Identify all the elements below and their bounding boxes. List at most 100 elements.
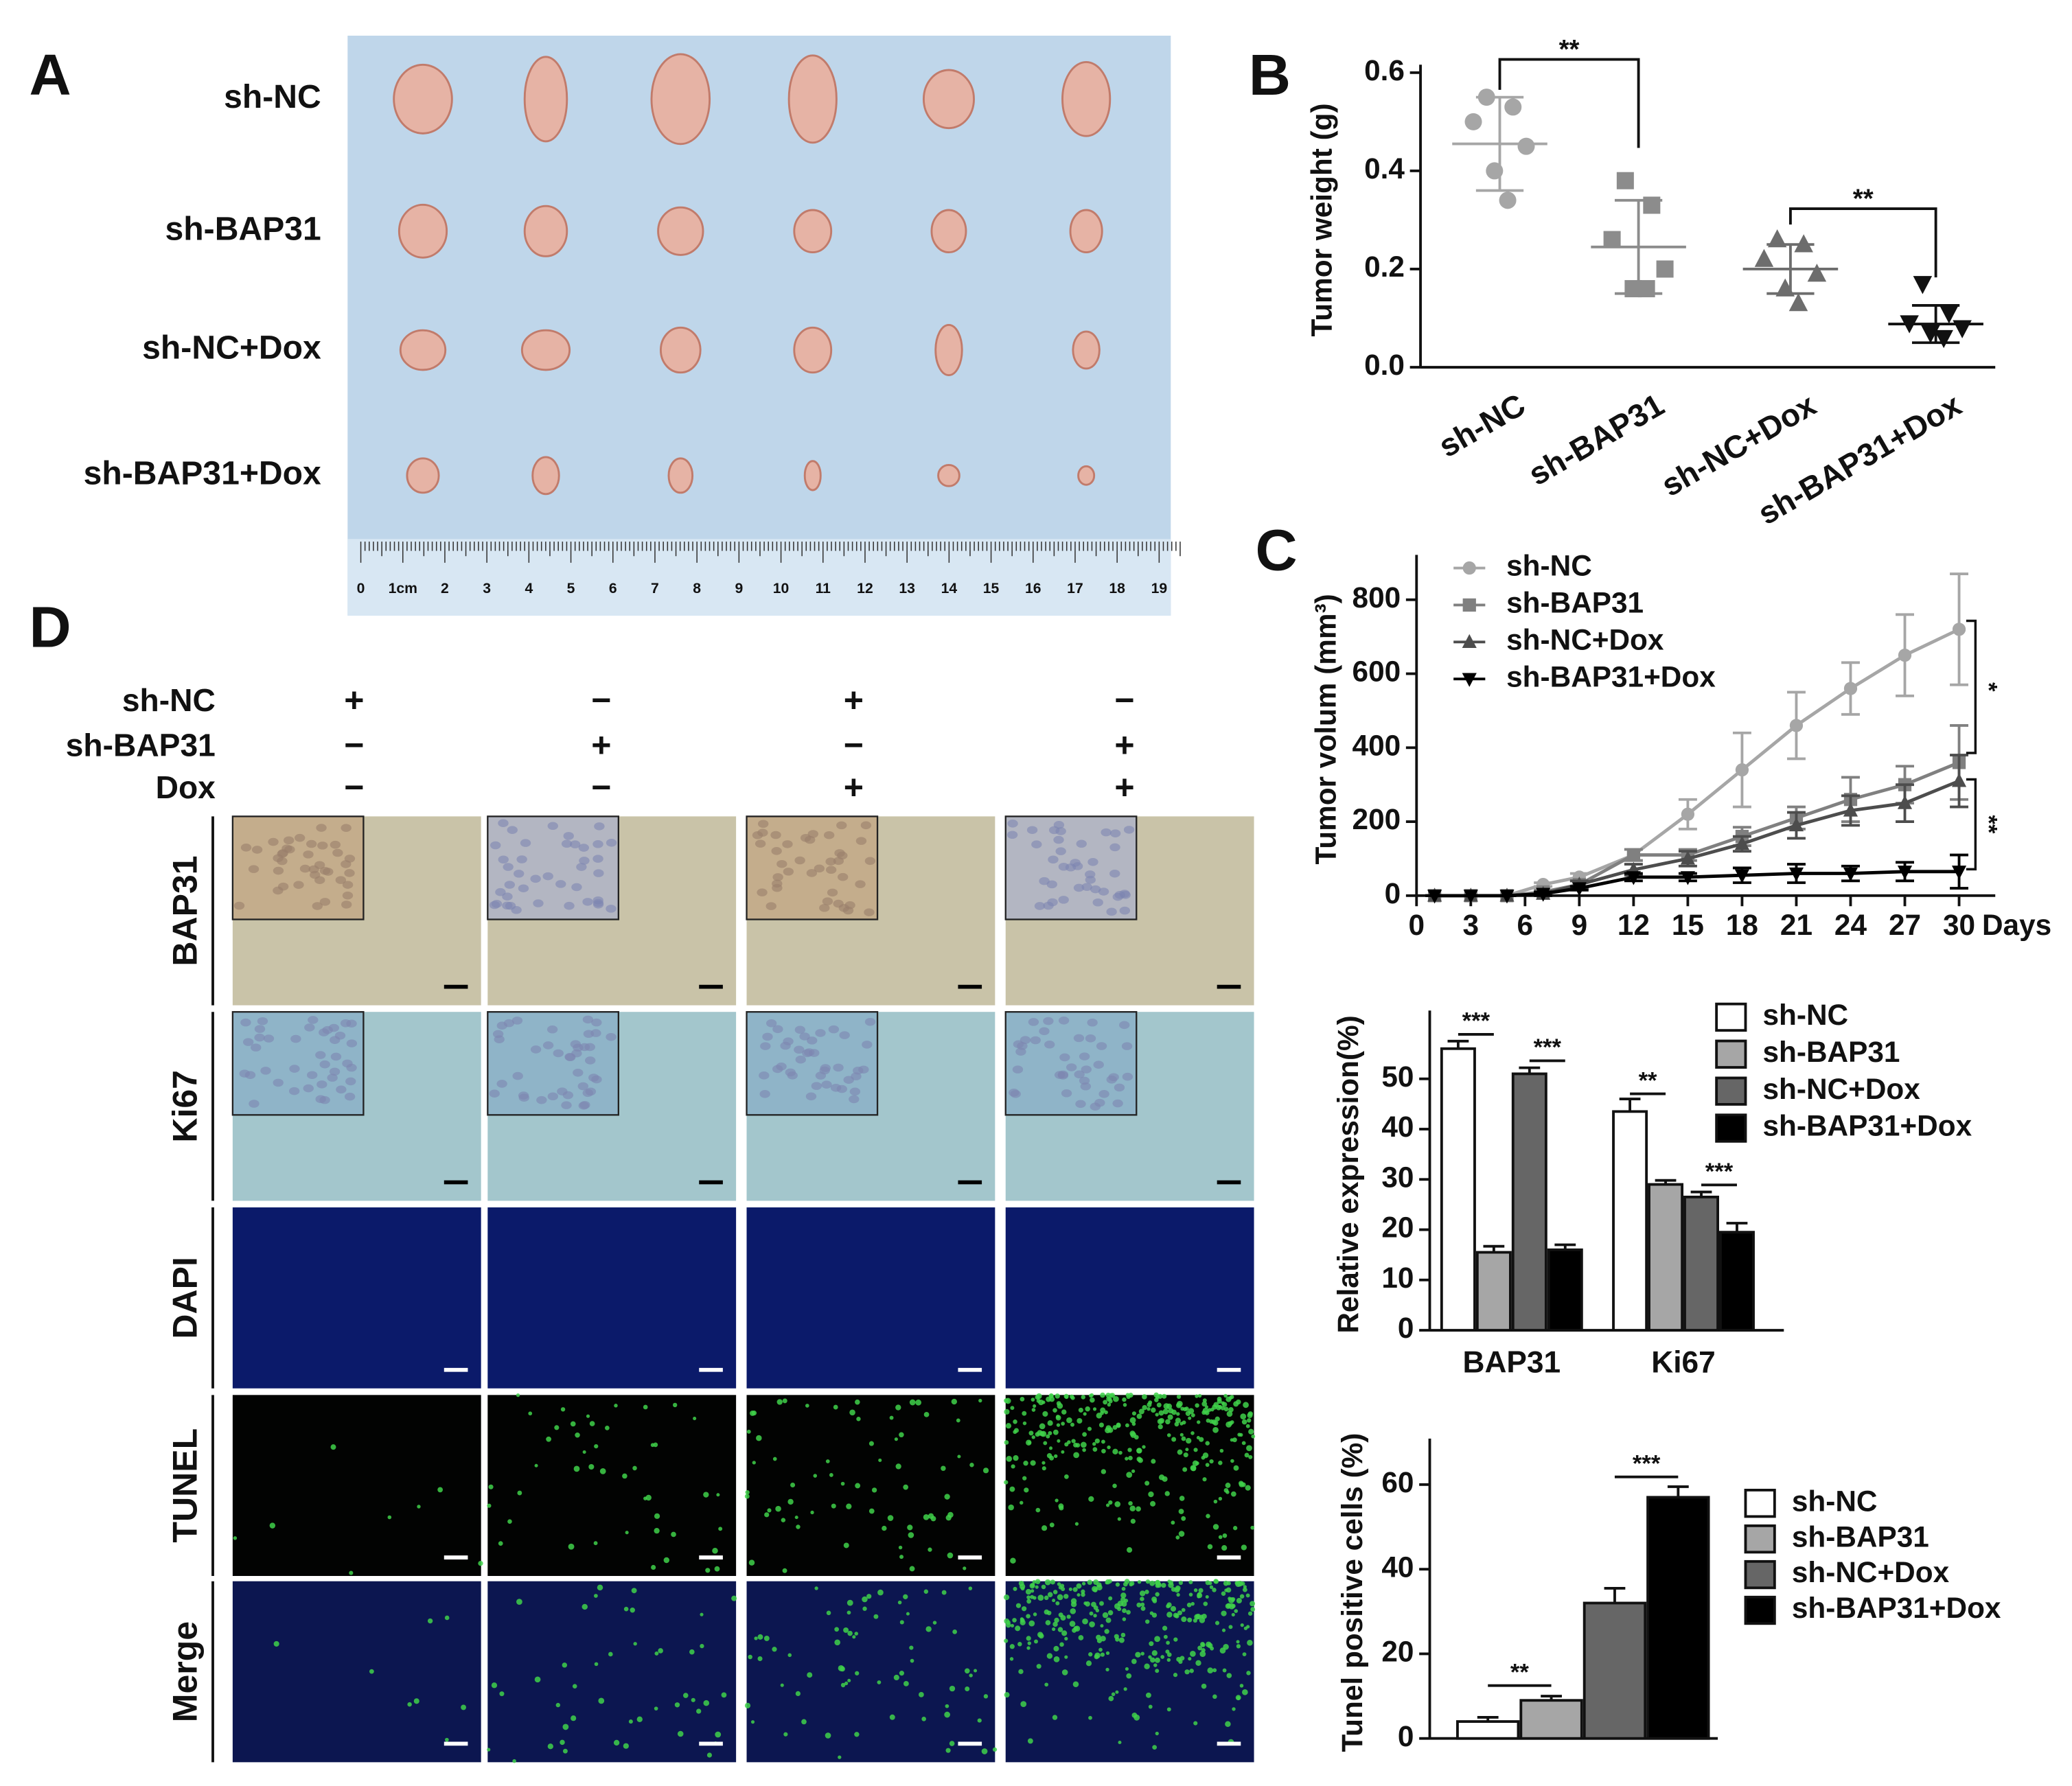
tumor [1077, 465, 1096, 486]
nucleus [1093, 1060, 1104, 1069]
condition-sign: − [844, 726, 864, 765]
tunel-dot [1221, 1628, 1226, 1632]
nucleus [495, 888, 506, 896]
tunel-dot [1178, 1580, 1184, 1585]
tunel-dot [499, 1691, 505, 1697]
legend-label: sh-NC [1506, 550, 1592, 582]
tunel-dot [1155, 1592, 1160, 1597]
nucleus [766, 1019, 777, 1028]
tunel-dot [810, 1510, 814, 1515]
tunel-dot [562, 1748, 568, 1754]
tunel-dot [1235, 1695, 1241, 1701]
tunel-dot [1044, 1595, 1049, 1601]
nucleus [542, 872, 553, 881]
nucleus [316, 1080, 327, 1089]
tunel-dot [1136, 1448, 1142, 1454]
nucleus [502, 892, 513, 901]
nucleus [233, 901, 245, 910]
tunel-dot [1201, 1648, 1206, 1653]
tunel-dot [1008, 1504, 1014, 1511]
nucleus [563, 832, 574, 840]
condition-sign: + [844, 768, 864, 807]
tunel-dot [1027, 1738, 1033, 1744]
tunel-dot [1131, 1411, 1137, 1416]
marker [1517, 137, 1535, 155]
tunel-dot [1013, 1419, 1017, 1424]
tunel-dot [1010, 1406, 1015, 1411]
nucleus [312, 902, 323, 910]
tunel-dot [909, 1645, 914, 1650]
nucleus [1028, 1018, 1039, 1026]
tunel-dot [731, 1595, 737, 1601]
tunel-dot [1239, 1594, 1245, 1599]
micrograph [232, 1395, 481, 1576]
tunel-dot [1218, 1496, 1223, 1501]
tunel-dot [1094, 1438, 1100, 1443]
tunel-dot [512, 1759, 516, 1763]
tunel-dot [794, 1516, 798, 1520]
tunel-dot [1144, 1590, 1149, 1594]
tunel-dot [1176, 1412, 1180, 1416]
nucleus [502, 901, 513, 910]
legend-label: sh-BAP31+Dox [1763, 1110, 1972, 1142]
nucleus [855, 837, 867, 845]
nucleus [561, 839, 573, 848]
marker [1934, 329, 1953, 349]
tunel-dot [977, 1718, 982, 1723]
tunel-dot [1063, 1594, 1069, 1599]
tunel-dot [1205, 1441, 1210, 1446]
nucleus [606, 839, 617, 847]
nucleus [303, 850, 314, 859]
tunel-dot [1022, 1421, 1027, 1426]
nucleus [569, 840, 581, 848]
marker [1734, 869, 1750, 883]
tunel-dot [925, 1626, 932, 1632]
tunel-dot [831, 1503, 836, 1509]
nucleus [843, 1076, 854, 1085]
tunel-dot [1178, 1531, 1185, 1537]
legend-label: sh-NC+Dox [1506, 624, 1664, 656]
tunel-dot [847, 1678, 851, 1682]
nucleus [1044, 1041, 1055, 1049]
x-tick-label: 15 [1672, 909, 1704, 941]
tunel-dot [1233, 1526, 1238, 1531]
tunel-dot [752, 1461, 756, 1465]
tunel-dot [269, 1522, 276, 1529]
micrograph [746, 1395, 995, 1576]
tunel-dot [805, 1404, 809, 1408]
tunel-dot [407, 1702, 412, 1707]
tunel-dot [1049, 1522, 1055, 1528]
tunel-dot [756, 1435, 762, 1441]
tunel-dot [478, 1560, 483, 1566]
nucleus [771, 847, 782, 855]
tunel-dot [588, 1463, 595, 1470]
nucleus [582, 898, 593, 906]
tunel-dot [1034, 1639, 1038, 1644]
tunel-dot [1151, 1650, 1158, 1656]
y-axis-label: Tumor volum (mm³) [1310, 594, 1342, 864]
ruler-label: 4 [525, 581, 533, 596]
tunel-dot [560, 1739, 565, 1746]
tunel-dot [787, 1653, 792, 1658]
y-axis-label: Tumor weight (g) [1306, 103, 1338, 336]
tunel-dot [949, 1741, 955, 1746]
y-tick-label: 0.6 [1364, 54, 1405, 86]
tunel-dot [1243, 1585, 1247, 1589]
tunel-dot [772, 1647, 777, 1652]
row-label: sh-NC [224, 78, 321, 115]
nucleus [864, 1017, 876, 1026]
tunel-dot [1142, 1445, 1146, 1449]
tunel-dot [1092, 1442, 1096, 1446]
nucleus [518, 884, 529, 893]
nucleus [862, 1041, 873, 1049]
legend-label: sh-NC [1792, 1485, 1878, 1517]
tunel-dot [1058, 1612, 1063, 1618]
marker [1898, 648, 1912, 662]
nucleus [1106, 907, 1117, 916]
x-tick-label: BAP31 [1463, 1346, 1561, 1380]
nucleus [1123, 826, 1135, 834]
nucleus [546, 1025, 558, 1034]
tunel-dot [1031, 1589, 1035, 1593]
tumor [1072, 330, 1101, 370]
tunel-dot [593, 1541, 598, 1546]
